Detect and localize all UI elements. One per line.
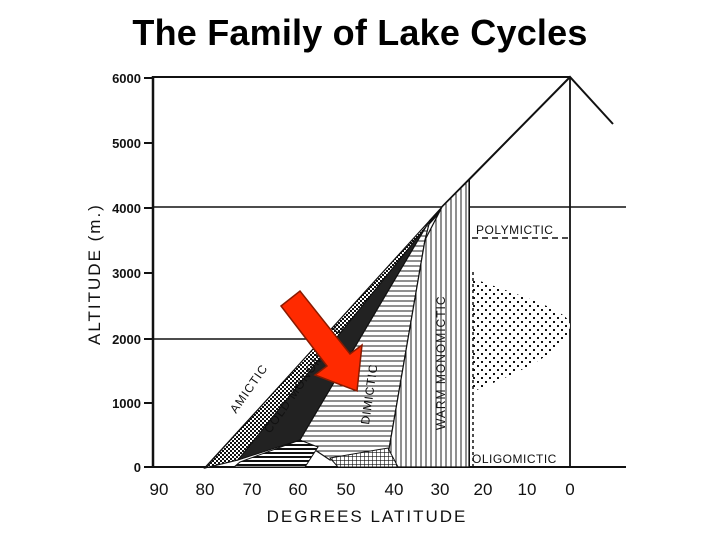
- x-tick-label: 70: [243, 480, 262, 499]
- y-tick-label: 6000: [112, 71, 141, 86]
- x-tick-label: 80: [196, 480, 215, 499]
- y-axis-title: ALTITUDE (m.): [85, 203, 104, 345]
- region-lower-dimictic-grid: [329, 447, 399, 468]
- label-polymictic: POLYMICTIC: [476, 223, 553, 237]
- y-tick-label: 3000: [112, 266, 141, 281]
- region-lower-heavy: [232, 439, 319, 468]
- y-tick-labels: 6000 5000 4000 3000 2000 1000 0: [112, 71, 141, 475]
- x-axis-title: DEGREES LATITUDE: [267, 507, 468, 526]
- y-tick-marks: [144, 77, 153, 468]
- x-tick-label: 50: [337, 480, 356, 499]
- x-tick-label: 20: [474, 480, 493, 499]
- slide-title: The Family of Lake Cycles: [132, 12, 588, 53]
- x-tick-label: 90: [150, 480, 169, 499]
- y-tick-label: 4000: [112, 201, 141, 216]
- x-tick-label: 10: [518, 480, 537, 499]
- label-warm-monomictic: WARM MONOMICTIC: [434, 295, 448, 430]
- y-tick-label: 1000: [112, 396, 141, 411]
- x-tick-label: 60: [289, 480, 308, 499]
- y-tick-label: 0: [134, 460, 141, 475]
- highlight-arrow: [279, 289, 363, 393]
- x-tick-label: 0: [565, 480, 574, 499]
- y-tick-label: 5000: [112, 136, 141, 151]
- x-tick-label: 40: [385, 480, 404, 499]
- y-tick-label: 2000: [112, 332, 141, 347]
- x-tick-label: 30: [431, 480, 450, 499]
- label-oligomictic: OLIGOMICTIC: [472, 452, 557, 466]
- oligomictic-fill: [472, 278, 570, 392]
- x-tick-labels: 90 80 70 60 50 40 30 20 10 0: [150, 480, 575, 499]
